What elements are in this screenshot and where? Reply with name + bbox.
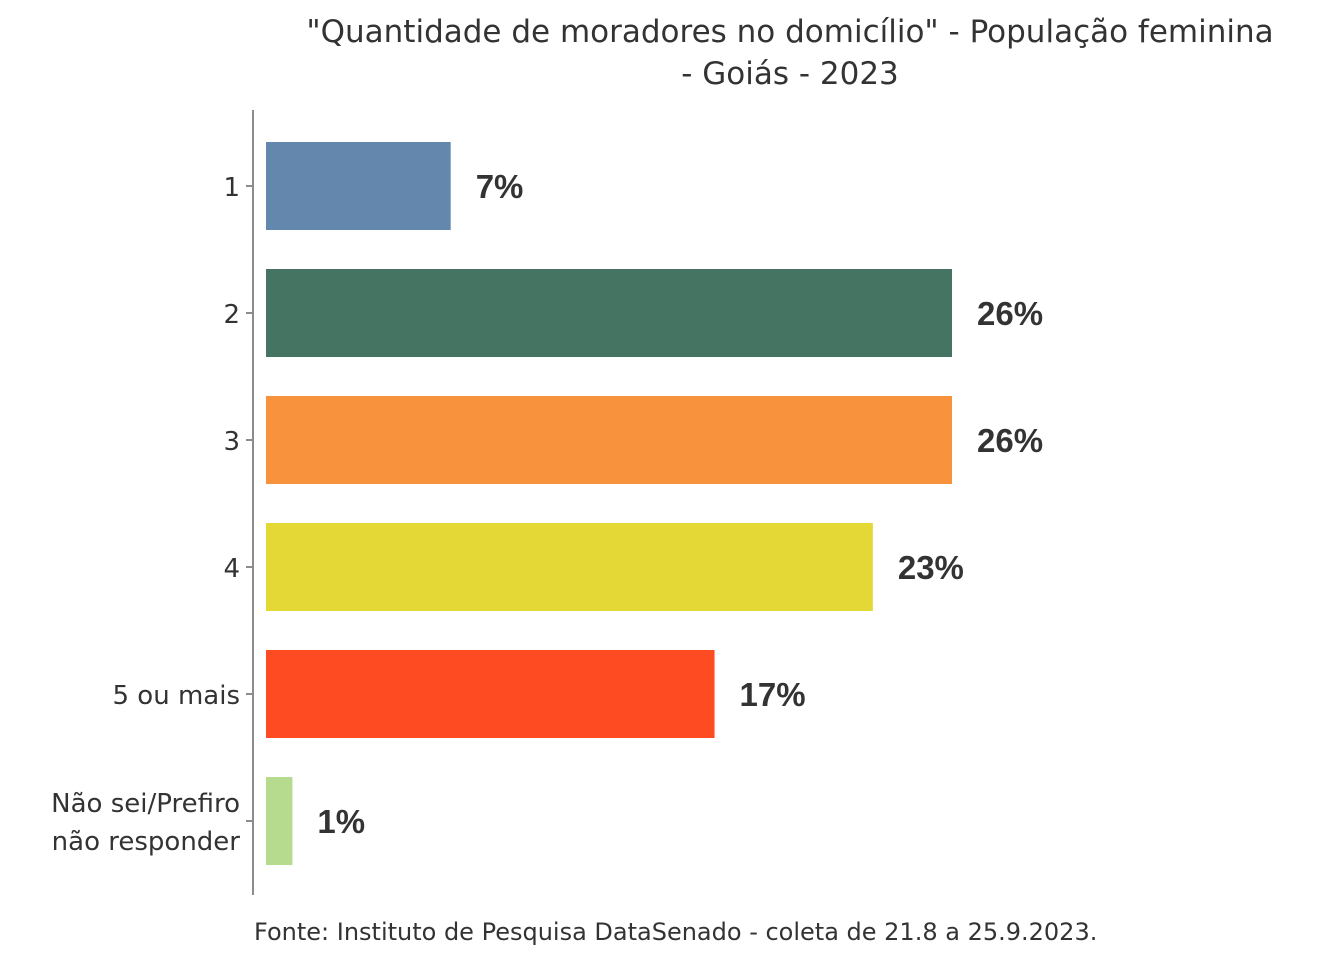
- source-caption: Fonte: Instituto de Pesquisa DataSenado …: [254, 918, 1097, 946]
- category-label: 3: [223, 427, 240, 457]
- data-label: 23%: [898, 549, 964, 586]
- bars: [266, 142, 952, 865]
- data-label: 26%: [977, 422, 1043, 459]
- y-axis-ticks: [246, 185, 253, 822]
- bar: [266, 269, 952, 357]
- bar: [266, 142, 451, 230]
- data-label: 17%: [740, 676, 806, 713]
- bar: [266, 523, 873, 611]
- bar: [266, 650, 715, 738]
- chart-title-line: "Quantidade de moradores no domicílio" -…: [306, 14, 1273, 50]
- bar: [266, 777, 293, 865]
- category-label: 5 ou mais: [113, 681, 241, 711]
- category-label: 1: [223, 173, 240, 203]
- data-labels: 7% 26% 26% 23% 17% 1%: [317, 168, 1043, 840]
- data-label: 7%: [476, 168, 524, 205]
- category-label: 4: [223, 554, 240, 584]
- data-label: 1%: [317, 803, 365, 840]
- y-axis-tick-labels: 1 2 3 4 5 ou mais Não sei/Prefiro não responde…: [51, 173, 240, 857]
- bar: [266, 396, 952, 484]
- category-label: Não sei/Prefiro não responder: [51, 789, 240, 857]
- category-label: 2: [223, 300, 240, 330]
- data-label: 26%: [977, 295, 1043, 332]
- chart-title-line: - Goiás - 2023: [681, 56, 899, 92]
- chart-title: "Quantidade de moradores no domicílio" -…: [306, 14, 1273, 92]
